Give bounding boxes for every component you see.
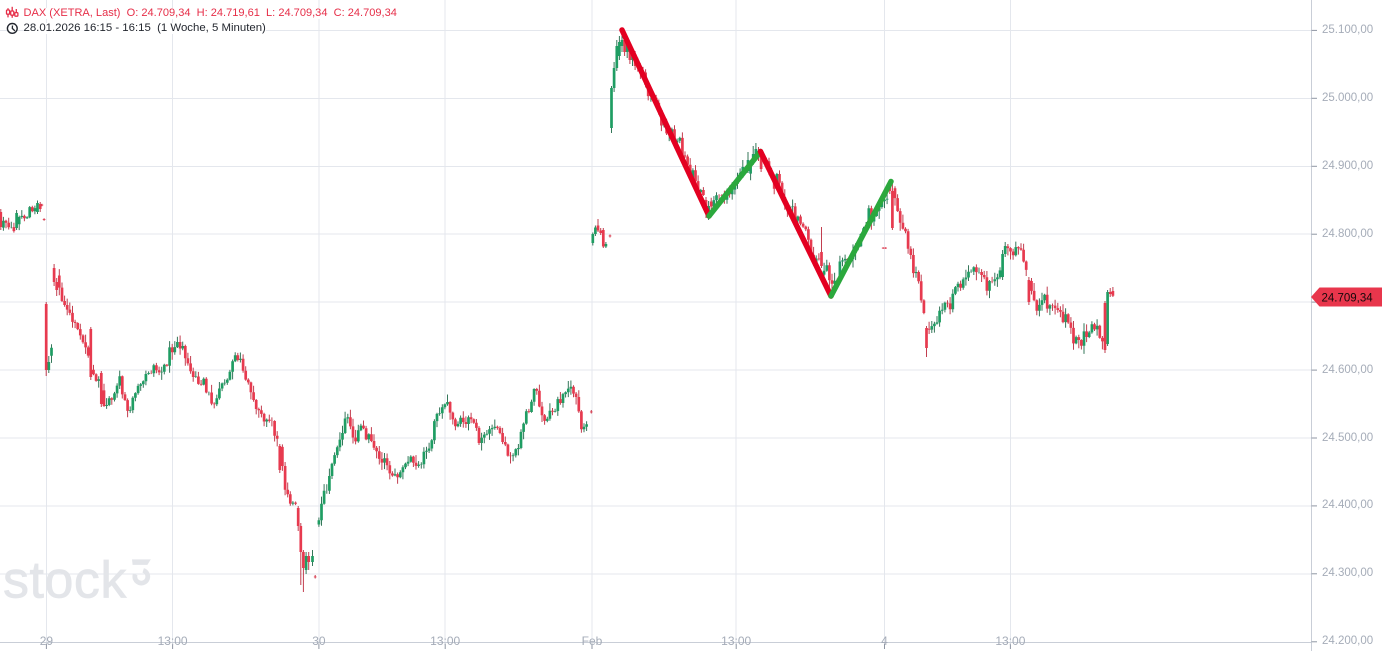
svg-text:24.709,34: 24.709,34	[1322, 292, 1374, 304]
svg-text:stock: stock	[3, 552, 127, 610]
